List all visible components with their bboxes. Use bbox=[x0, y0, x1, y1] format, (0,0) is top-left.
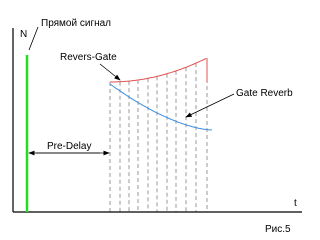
direct-label: Прямой сигнал bbox=[41, 18, 111, 29]
reverse-gate-arrow bbox=[99, 63, 121, 81]
direct-pointer bbox=[28, 26, 39, 51]
gate-reverb-curve bbox=[109, 83, 213, 131]
caption: Рис.5 bbox=[265, 224, 291, 235]
y-axis-label: N bbox=[20, 29, 27, 40]
gate-reverb-label: Gate Reverb bbox=[236, 88, 293, 99]
reverse-gate-curve bbox=[110, 58, 207, 83]
gate-reverb-arrow bbox=[185, 93, 235, 118]
time-slices bbox=[109, 58, 208, 212]
pre-delay-label: Pre-Delay bbox=[47, 141, 91, 152]
reverse-gate-label: Revers-Gate bbox=[60, 52, 117, 63]
x-axis-label: t bbox=[294, 198, 297, 209]
